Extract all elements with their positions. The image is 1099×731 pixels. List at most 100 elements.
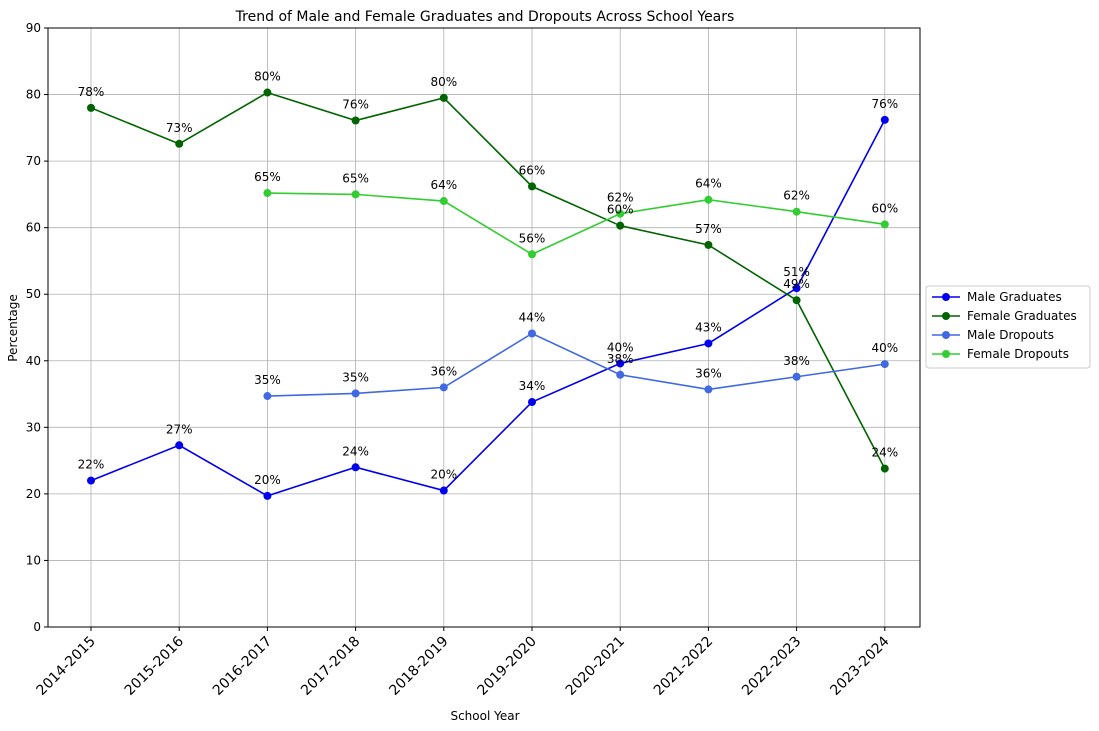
data-point-female-dropouts	[351, 190, 360, 199]
data-label-male-graduates: 34%	[519, 379, 546, 393]
data-label-male-dropouts: 35%	[254, 373, 281, 387]
series-line-female-dropouts	[267, 192, 885, 256]
y-tick-label: 20	[26, 487, 41, 501]
data-point-male-graduates	[175, 441, 184, 450]
data-label-female-graduates: 78%	[78, 85, 105, 99]
data-point-male-dropouts	[704, 385, 713, 394]
x-tick-label: 2019-2020	[475, 634, 540, 699]
data-point-female-graduates	[704, 240, 713, 249]
data-point-male-graduates	[87, 476, 95, 485]
y-tick-label: 10	[26, 553, 41, 567]
data-point-female-dropouts	[704, 195, 713, 204]
chart-title: Trend of Male and Female Graduates and D…	[235, 9, 735, 25]
data-point-male-graduates	[792, 284, 801, 293]
data-point-female-dropouts	[263, 189, 272, 198]
series-line-male-graduates	[90, 119, 886, 497]
series-line-male-dropouts	[267, 332, 885, 397]
data-point-female-dropouts	[792, 207, 801, 216]
grid	[48, 27, 920, 628]
data-point-female-graduates	[528, 182, 536, 191]
data-point-female-graduates	[263, 88, 272, 97]
data-point-male-graduates	[704, 339, 713, 348]
x-tick-label: 2014-2015	[34, 634, 99, 699]
x-tick-label: 2016-2017	[210, 634, 275, 699]
data-point-female-graduates	[792, 296, 801, 305]
x-tick-label: 2021-2022	[651, 634, 716, 699]
data-label-male-dropouts: 36%	[430, 364, 457, 378]
x-axis: 2014-2015 2015-2016 2016-2017 2017-2018 2018…	[34, 627, 893, 699]
data-label-female-graduates: 80%	[430, 75, 457, 89]
y-axis-label: Percentage	[6, 294, 20, 362]
y-tick-label: 80	[26, 88, 41, 102]
data-point-male-dropouts	[880, 360, 889, 369]
data-label-female-graduates: 76%	[342, 98, 369, 112]
x-tick-label: 2020-2021	[563, 634, 628, 699]
y-axis: 0 10 20 30 40 50 60 70 80 90	[26, 21, 48, 634]
data-point-female-graduates	[87, 103, 95, 112]
data-label-female-graduates: 60%	[607, 203, 634, 217]
data-label-male-graduates: 24%	[342, 444, 369, 458]
data-label-female-dropouts: 62%	[607, 191, 634, 205]
data-point-male-graduates	[528, 398, 536, 407]
data-label-male-graduates: 22%	[78, 458, 105, 472]
data-label-female-dropouts: 56%	[519, 231, 546, 245]
x-tick-label: 2023-2024	[827, 633, 892, 698]
data-label-female-dropouts: 65%	[342, 171, 369, 185]
data-label-male-dropouts: 35%	[342, 370, 369, 384]
data-label-female-graduates: 57%	[695, 222, 722, 236]
data-label-male-dropouts: 38%	[783, 354, 810, 368]
legend-marker-female-dropouts	[942, 350, 950, 358]
y-tick-label: 60	[26, 221, 41, 235]
data-point-male-dropouts	[263, 392, 272, 401]
data-label-female-dropouts: 64%	[430, 178, 457, 192]
data-label-female-graduates: 24%	[871, 446, 898, 460]
data-point-male-graduates	[263, 491, 272, 500]
data-point-female-graduates	[175, 139, 184, 148]
x-tick-label: 2018-2019	[386, 634, 451, 699]
data-point-female-graduates	[880, 464, 889, 473]
data-point-female-graduates	[439, 93, 448, 102]
data-labels: 22% 27% 20% 24% 20% 34% 40% 43% 51% 76% 78% 73% 80% 7…	[78, 70, 898, 487]
legend-label-male-dropouts: Male Dropouts	[967, 328, 1054, 342]
data-label-male-dropouts: 44%	[519, 310, 546, 324]
data-point-female-graduates	[616, 221, 625, 230]
series-line-female-graduates	[90, 91, 886, 469]
data-point-male-graduates	[351, 463, 360, 472]
data-label-male-graduates: 40%	[607, 340, 634, 354]
data-label-female-graduates: 80%	[254, 70, 281, 84]
y-tick-label: 70	[26, 154, 41, 168]
data-point-male-dropouts	[792, 372, 801, 381]
data-label-male-graduates: 27%	[166, 422, 193, 436]
data-point-male-graduates	[880, 115, 889, 124]
data-point-female-dropouts	[528, 250, 536, 259]
legend-label-female-graduates: Female Graduates	[967, 309, 1077, 323]
data-point-male-dropouts	[439, 383, 448, 392]
data-point-male-graduates	[616, 359, 625, 368]
data-point-male-dropouts	[528, 329, 536, 338]
legend-marker-male-graduates	[942, 293, 950, 301]
legend-marker-male-dropouts	[942, 331, 950, 339]
data-point-male-dropouts	[616, 370, 625, 379]
y-tick-label: 0	[33, 620, 41, 634]
y-tick-label: 30	[26, 420, 41, 434]
data-point-female-dropouts	[880, 220, 889, 229]
data-label-male-dropouts: 38%	[607, 352, 634, 366]
x-tick-label: 2015-2016	[122, 633, 187, 698]
series-group	[87, 88, 889, 500]
data-label-male-graduates: 20%	[254, 473, 281, 487]
data-label-female-dropouts: 65%	[254, 170, 281, 184]
data-label-female-dropouts: 62%	[783, 189, 810, 203]
x-tick-label: 2022-2023	[739, 634, 804, 699]
data-label-female-graduates: 73%	[166, 121, 193, 135]
x-tick-label: 2017-2018	[298, 634, 363, 699]
data-label-male-dropouts: 40%	[871, 341, 898, 355]
legend: Male Graduates Female Graduates Male Dropo…	[925, 285, 1091, 369]
legend-marker-female-graduates	[942, 312, 950, 320]
legend-label-male-graduates: Male Graduates	[967, 290, 1062, 304]
data-point-male-dropouts	[351, 389, 360, 398]
y-tick-label: 50	[26, 287, 41, 301]
data-label-male-graduates: 51%	[783, 265, 810, 279]
data-label-male-dropouts: 36%	[695, 366, 722, 380]
legend-label-female-dropouts: Female Dropouts	[967, 347, 1069, 361]
data-label-male-graduates: 76%	[871, 97, 898, 111]
